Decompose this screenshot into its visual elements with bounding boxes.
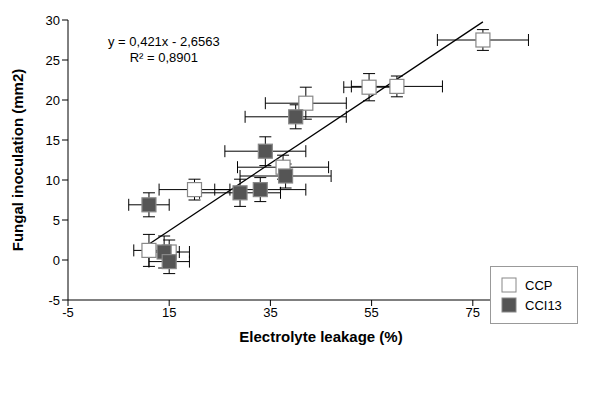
svg-text:15: 15: [46, 133, 60, 148]
svg-text:75: 75: [466, 305, 480, 320]
html-text:y = 0,421x - 2,6563: y = 0,421x - 2,6563: [108, 34, 220, 49]
html-text:CCP: CCP: [525, 277, 553, 293]
svg-text:-5: -5: [62, 305, 74, 320]
svg-text:35: 35: [263, 305, 277, 320]
svg-text:10: 10: [46, 173, 60, 188]
html-text:R² = 0,8901: R² = 0,8901: [129, 50, 198, 65]
svg-text:Electrolyte leakage (%): Electrolyte leakage (%): [239, 328, 402, 345]
svg-text:-5: -5: [48, 293, 60, 308]
svg-text:15: 15: [162, 305, 176, 320]
svg-text:25: 25: [46, 53, 60, 68]
svg-text:55: 55: [364, 305, 378, 320]
svg-text:5: 5: [53, 213, 60, 228]
svg-text:30: 30: [46, 13, 60, 28]
svg-text:0: 0: [53, 253, 60, 268]
html-text:CCI13: CCI13: [525, 297, 562, 313]
svg-text:Fungal inoculation (mm2): Fungal inoculation (mm2): [9, 69, 26, 252]
svg-text:20: 20: [46, 93, 60, 108]
